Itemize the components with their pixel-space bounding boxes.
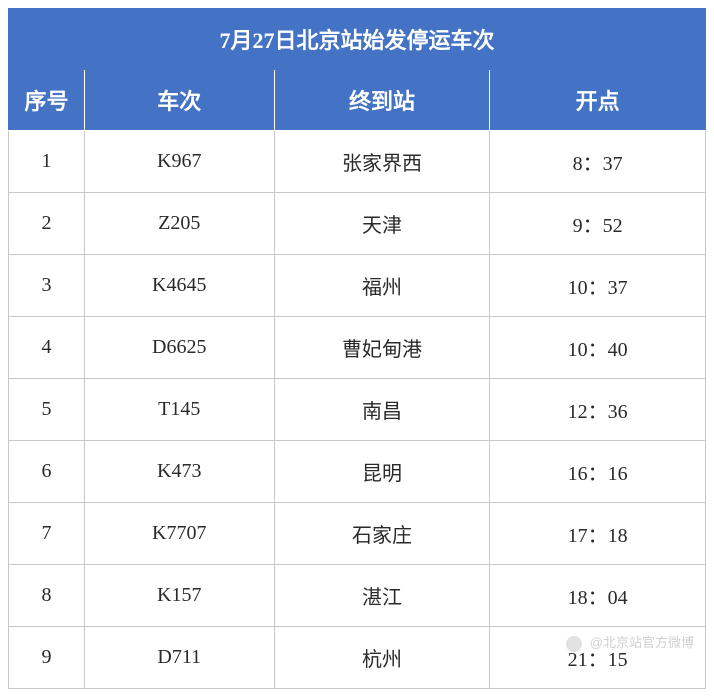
cell-time: 16：16 xyxy=(490,441,706,503)
table-row: 8 K157 湛江 18：04 xyxy=(9,565,706,627)
cell-destination: 南昌 xyxy=(274,379,490,441)
column-header-destination: 终到站 xyxy=(274,70,490,131)
column-header-seq: 序号 xyxy=(9,70,85,131)
watermark: @北京站官方微博 xyxy=(566,632,694,652)
cell-destination: 昆明 xyxy=(274,441,490,503)
cell-train: T145 xyxy=(84,379,274,441)
table-row: 3 K4645 福州 10：37 xyxy=(9,255,706,317)
cell-time: 12：36 xyxy=(490,379,706,441)
watermark-text: @北京站官方微博 xyxy=(590,635,694,650)
cell-destination: 湛江 xyxy=(274,565,490,627)
table-header-row: 序号 车次 终到站 开点 xyxy=(9,70,706,131)
cell-train: K7707 xyxy=(84,503,274,565)
cell-train: D6625 xyxy=(84,317,274,379)
column-header-train: 车次 xyxy=(84,70,274,131)
cell-train: Z205 xyxy=(84,193,274,255)
table-row: 7 K7707 石家庄 17：18 xyxy=(9,503,706,565)
cell-train: K473 xyxy=(84,441,274,503)
cell-seq: 2 xyxy=(9,193,85,255)
cell-destination: 曹妃甸港 xyxy=(274,317,490,379)
cell-time: 17：18 xyxy=(490,503,706,565)
cell-seq: 9 xyxy=(9,627,85,689)
table-title: 7月27日北京站始发停运车次 xyxy=(9,9,706,70)
cell-time: 18：04 xyxy=(490,565,706,627)
table-row: 2 Z205 天津 9：52 xyxy=(9,193,706,255)
cell-seq: 1 xyxy=(9,131,85,193)
train-schedule-table: 7月27日北京站始发停运车次 序号 车次 终到站 开点 1 K967 张家界西 … xyxy=(8,8,706,689)
cell-seq: 3 xyxy=(9,255,85,317)
column-header-time: 开点 xyxy=(490,70,706,131)
table-row: 1 K967 张家界西 8：37 xyxy=(9,131,706,193)
cell-destination: 张家界西 xyxy=(274,131,490,193)
cell-time: 9：52 xyxy=(490,193,706,255)
cell-train: K157 xyxy=(84,565,274,627)
cell-seq: 4 xyxy=(9,317,85,379)
table-body: 1 K967 张家界西 8：37 2 Z205 天津 9：52 3 K4645 … xyxy=(9,131,706,689)
cell-seq: 8 xyxy=(9,565,85,627)
table-row: 4 D6625 曹妃甸港 10：40 xyxy=(9,317,706,379)
cell-destination: 石家庄 xyxy=(274,503,490,565)
cell-time: 8：37 xyxy=(490,131,706,193)
cell-time: 10：37 xyxy=(490,255,706,317)
cell-seq: 7 xyxy=(9,503,85,565)
cell-destination: 天津 xyxy=(274,193,490,255)
cell-destination: 福州 xyxy=(274,255,490,317)
cell-destination: 杭州 xyxy=(274,627,490,689)
table-row: 6 K473 昆明 16：16 xyxy=(9,441,706,503)
cell-seq: 5 xyxy=(9,379,85,441)
cell-train: K4645 xyxy=(84,255,274,317)
weibo-icon xyxy=(566,636,582,652)
table-row: 5 T145 南昌 12：36 xyxy=(9,379,706,441)
cell-time: 10：40 xyxy=(490,317,706,379)
cell-seq: 6 xyxy=(9,441,85,503)
cell-train: D711 xyxy=(84,627,274,689)
cell-train: K967 xyxy=(84,131,274,193)
